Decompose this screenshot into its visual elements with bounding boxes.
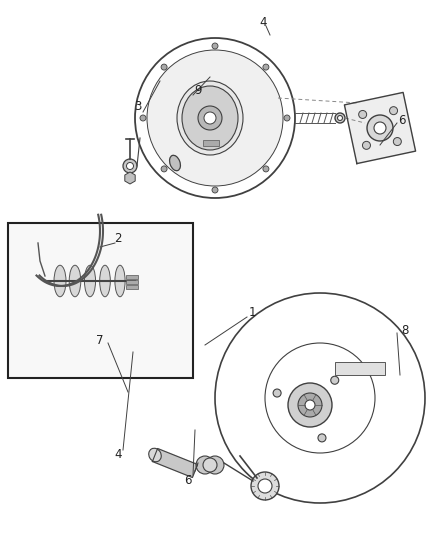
Circle shape (263, 64, 269, 70)
Circle shape (367, 115, 393, 141)
Text: 1: 1 (248, 305, 256, 319)
Circle shape (140, 115, 146, 121)
Circle shape (305, 400, 315, 410)
Circle shape (258, 479, 272, 493)
Ellipse shape (100, 265, 110, 297)
Circle shape (198, 106, 222, 130)
Ellipse shape (170, 155, 180, 171)
Bar (335, 361, 385, 375)
Polygon shape (152, 448, 198, 478)
Polygon shape (344, 92, 416, 164)
Circle shape (263, 166, 269, 172)
Circle shape (331, 376, 339, 384)
Bar (126, 275, 138, 279)
Text: 3: 3 (134, 101, 141, 114)
Text: 7: 7 (96, 334, 104, 346)
Circle shape (335, 113, 345, 123)
Text: 2: 2 (114, 231, 122, 245)
Circle shape (204, 112, 216, 124)
Ellipse shape (177, 81, 243, 155)
Circle shape (196, 456, 214, 474)
Circle shape (359, 110, 367, 118)
Circle shape (147, 50, 283, 186)
Circle shape (338, 116, 343, 120)
Ellipse shape (182, 86, 238, 150)
Text: 6: 6 (184, 473, 192, 487)
Circle shape (212, 43, 218, 49)
Circle shape (318, 434, 326, 442)
Circle shape (206, 456, 224, 474)
Ellipse shape (85, 265, 95, 297)
Bar (126, 280, 138, 284)
Text: 4: 4 (114, 448, 122, 462)
Bar (8, 223, 193, 378)
Circle shape (288, 383, 332, 427)
Circle shape (161, 64, 167, 70)
Circle shape (123, 159, 137, 173)
Text: 9: 9 (194, 84, 202, 96)
Ellipse shape (149, 448, 161, 462)
Circle shape (389, 107, 398, 115)
Bar (203, 140, 219, 146)
Ellipse shape (115, 265, 125, 297)
Bar (126, 285, 138, 289)
Circle shape (212, 187, 218, 193)
Circle shape (161, 166, 167, 172)
Ellipse shape (69, 265, 81, 297)
Text: 8: 8 (401, 324, 409, 336)
Circle shape (393, 138, 401, 146)
Circle shape (273, 389, 281, 397)
Circle shape (363, 141, 371, 149)
Circle shape (298, 393, 322, 417)
Text: 4: 4 (259, 15, 267, 28)
Circle shape (284, 115, 290, 121)
Circle shape (203, 458, 217, 472)
Circle shape (127, 163, 134, 169)
Circle shape (251, 472, 279, 500)
Circle shape (374, 122, 386, 134)
Text: 6: 6 (398, 114, 406, 126)
Ellipse shape (54, 265, 66, 297)
